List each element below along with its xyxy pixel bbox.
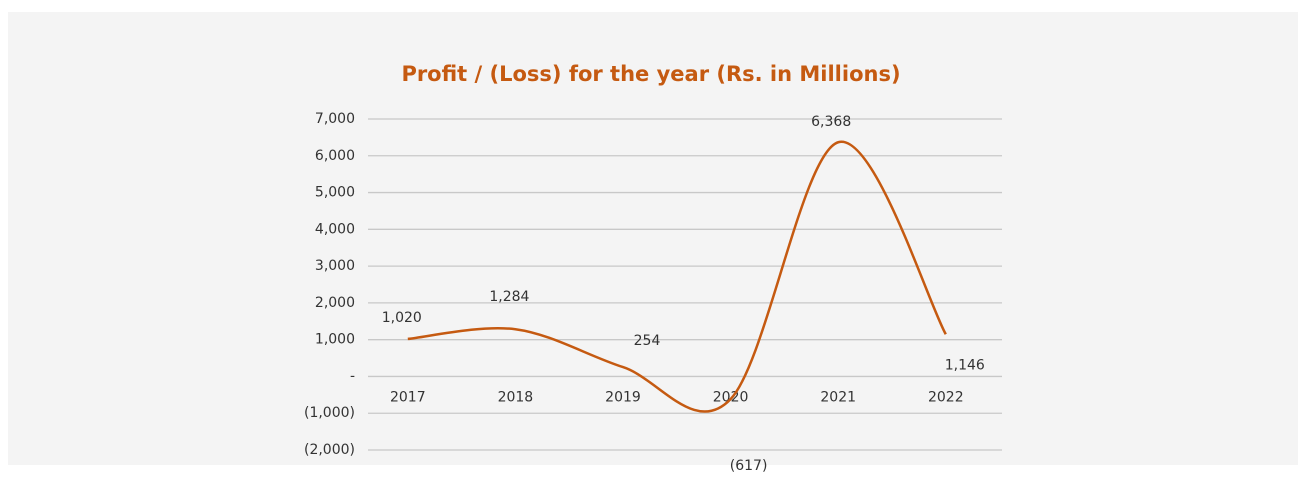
y-tick-label: (1,000) (304, 405, 355, 421)
series-line (407, 140, 947, 413)
y-tick-label: 7,000 (315, 111, 355, 127)
x-tick-label: 2021 (820, 389, 856, 405)
data-label: 1,020 (382, 310, 422, 326)
data-label: 254 (634, 333, 661, 349)
x-tick-label: 2018 (498, 389, 534, 405)
y-tick-label: (2,000) (304, 442, 355, 458)
chart-title: Profit / (Loss) for the year (Rs. in Mil… (401, 62, 900, 86)
data-label: 1,146 (945, 357, 985, 373)
panel (8, 12, 1298, 465)
y-tick-label: 4,000 (315, 221, 355, 237)
data-label: 1,284 (489, 289, 529, 305)
x-tick-label: 2022 (928, 389, 964, 405)
data-label: 6,368 (811, 114, 851, 130)
y-tick-label: - (350, 368, 355, 384)
y-tick-label: 3,000 (315, 258, 355, 274)
x-tick-label: 2019 (605, 389, 641, 405)
y-tick-label: 6,000 (315, 148, 355, 164)
y-tick-label: 2,000 (315, 295, 355, 311)
y-tick-label: 1,000 (315, 332, 355, 348)
x-tick-label: 2017 (390, 389, 426, 405)
y-tick-label: 5,000 (315, 185, 355, 201)
data-label: (617) (730, 458, 768, 474)
